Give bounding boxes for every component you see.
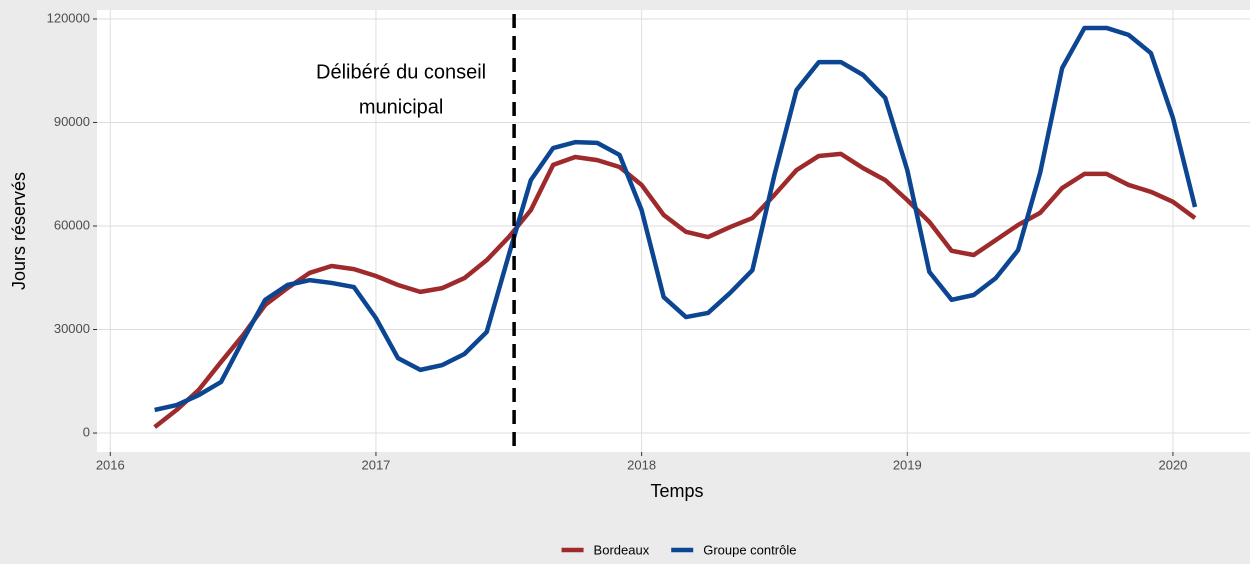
x-tick-label: 2016 xyxy=(96,457,125,472)
legend-label: Groupe contrôle xyxy=(703,542,796,557)
annotation: Délibéré du conseil xyxy=(316,61,486,83)
legend-label: Bordeaux xyxy=(594,542,650,557)
panel xyxy=(97,10,1250,452)
y-tick-label: 90000 xyxy=(54,114,90,129)
y-tick-label: 0 xyxy=(83,424,90,439)
series-line xyxy=(153,151,1197,429)
x-tick-label: 2017 xyxy=(361,457,390,472)
legend: Bordeaux Groupe contrôle xyxy=(561,542,796,557)
y-tick-label: 60000 xyxy=(54,217,90,232)
annotation: municipal xyxy=(359,96,443,118)
x-tick-label: 2019 xyxy=(893,457,922,472)
series-line xyxy=(154,25,1198,413)
y-tick-label: 30000 xyxy=(54,321,90,336)
x-axis-label: Temps xyxy=(650,481,703,501)
x-tick-label: 2020 xyxy=(1158,457,1187,472)
x-tick-label: 2018 xyxy=(627,457,656,472)
y-tick-label: 120000 xyxy=(47,10,90,25)
y-axis-label: Jours réservés xyxy=(9,172,29,290)
